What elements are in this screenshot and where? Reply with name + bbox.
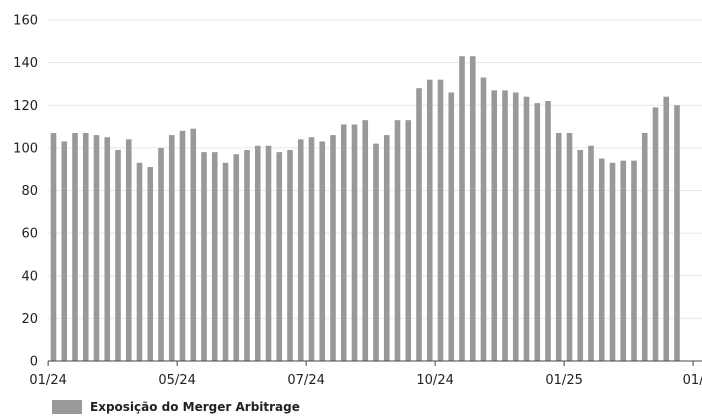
bar [469, 56, 476, 361]
y-tick-label: 140 [13, 56, 38, 71]
bar [93, 135, 100, 361]
bar [502, 90, 508, 362]
bar [566, 132, 573, 361]
x-tick-label: 10/24 [416, 373, 453, 388]
bar [340, 124, 347, 362]
bar [577, 150, 584, 361]
bar [437, 79, 444, 362]
legend-swatch [52, 400, 82, 414]
bar [641, 132, 648, 361]
y-tick-label: 40 [21, 269, 38, 284]
bar [179, 130, 186, 361]
x-tick-label: 07/24 [287, 373, 324, 388]
bar [362, 120, 369, 361]
bar [394, 120, 401, 361]
bar [201, 152, 207, 361]
bar [158, 147, 164, 361]
bar [319, 141, 326, 361]
x-axis-ticks: 01/24 05/24 07/24 10/24 01/25 01/ [29, 361, 702, 388]
bar [459, 56, 465, 361]
bar [609, 162, 616, 361]
legend-label: Exposição do Merger Arbitrage [90, 400, 300, 414]
bar [233, 154, 240, 361]
bar [383, 135, 390, 361]
bar [491, 90, 498, 362]
bar [330, 135, 336, 361]
bar [620, 160, 627, 361]
bar [190, 128, 197, 361]
bar [276, 152, 283, 361]
x-tick-label: 01/ [683, 373, 702, 388]
bar [480, 77, 487, 361]
bar [104, 137, 111, 361]
bar [545, 100, 551, 362]
bar [652, 107, 659, 361]
bar [416, 88, 422, 361]
bar [147, 167, 154, 361]
bar [168, 135, 175, 361]
bar [351, 124, 358, 362]
bar [663, 96, 670, 361]
y-tick-label: 160 [13, 14, 38, 29]
y-tick-label: 120 [13, 99, 38, 114]
bar [297, 139, 304, 361]
bar [72, 132, 78, 361]
bar [222, 162, 229, 361]
bar [512, 92, 519, 362]
legend: Exposição do Merger Arbitrage [52, 398, 300, 416]
bar [426, 79, 433, 362]
bar [115, 150, 121, 361]
bar [308, 137, 315, 361]
bar [82, 132, 89, 361]
x-tick-label: 05/24 [158, 373, 195, 388]
bar [125, 139, 132, 361]
x-tick-label: 01/25 [545, 373, 582, 388]
bar [287, 150, 293, 361]
bar [523, 96, 530, 361]
bar [598, 158, 605, 361]
y-tick-label: 0 [30, 355, 38, 370]
bar [265, 145, 272, 361]
bar [405, 120, 412, 361]
bar [244, 150, 250, 361]
y-axis-ticks: 0 20 40 60 80 100 120 140 160 [13, 14, 38, 370]
bar [555, 132, 562, 361]
bar [373, 143, 379, 361]
bars [50, 56, 680, 362]
y-tick-label: 60 [21, 227, 38, 242]
bar [674, 105, 680, 361]
bar [136, 162, 143, 361]
x-tick-label: 01/24 [29, 373, 66, 388]
bar [61, 141, 68, 361]
y-tick-label: 20 [21, 312, 38, 327]
bar [50, 132, 57, 361]
bar [448, 92, 455, 362]
bar [254, 145, 261, 361]
bar [534, 103, 541, 362]
bar [631, 160, 637, 361]
y-tick-label: 100 [13, 141, 38, 156]
bar [588, 145, 594, 361]
bar [211, 152, 218, 361]
y-tick-label: 80 [21, 184, 38, 199]
